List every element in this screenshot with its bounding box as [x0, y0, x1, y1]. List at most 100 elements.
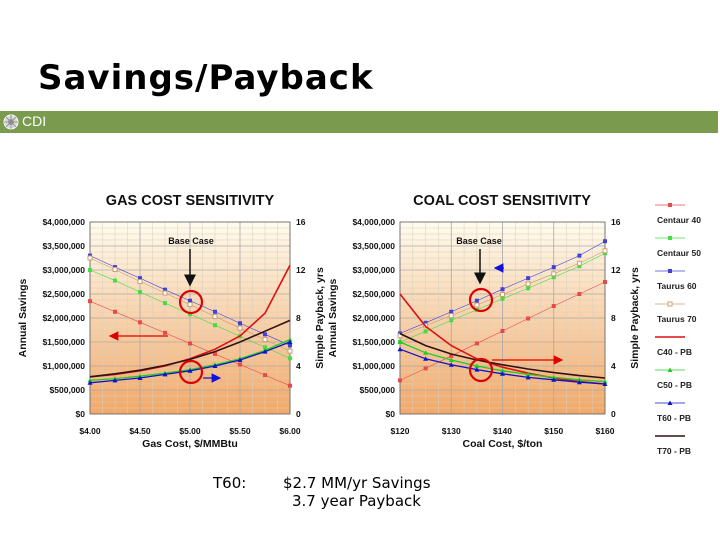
data-point [237, 325, 243, 331]
data-point [551, 265, 556, 270]
legend-swatch-marker [667, 301, 673, 307]
logo-text: CDI [22, 113, 47, 129]
series-t70-pb [89, 319, 291, 378]
data-point [423, 320, 428, 325]
highlight-circle-payback-coal [468, 357, 494, 383]
y-tick-label: $1,500,000 [352, 337, 395, 347]
base-case-label-coal: Base Case [456, 236, 502, 246]
legend-label: T60 - PB [657, 413, 691, 423]
y-tick-label: $3,000,000 [352, 265, 395, 275]
data-point [526, 316, 531, 321]
data-point [449, 309, 454, 314]
y-tick-label: $2,000,000 [352, 313, 395, 323]
data-point [262, 349, 268, 354]
data-point [603, 280, 607, 284]
data-point [137, 279, 143, 285]
chart-coal: COAL COST SENSITIVITY $0 $500,000 $1,000,00… [327, 193, 641, 450]
data-point [500, 368, 505, 373]
data-point [500, 371, 505, 376]
x-axis-label: Gas Cost, $/MMBtu [142, 438, 238, 450]
data-point [288, 343, 292, 348]
series-taurus-70 [87, 255, 293, 354]
data-point [576, 379, 582, 385]
data-point [397, 339, 403, 344]
y-axis-label: Annual Savings [327, 278, 339, 357]
annotations: Base Case Base Case [108, 236, 564, 385]
data-point [112, 377, 118, 383]
data-point [112, 267, 118, 273]
data-point [397, 346, 403, 352]
series-t70-pb [399, 332, 606, 379]
legend-entry-t70-pb: T70 - PB [655, 435, 691, 456]
legend: Centaur 40 Centaur 50 Taurus 60 Taurus 70 C4… [655, 203, 701, 456]
data-point [138, 276, 142, 281]
data-point [188, 298, 192, 303]
series-line [399, 293, 606, 385]
y-tick-label: $3,500,000 [352, 241, 395, 251]
series-t60-pb [397, 346, 608, 386]
highlight-circle-savings-gas [178, 289, 204, 315]
data-point [423, 356, 429, 361]
data-point [137, 375, 143, 380]
data-point [138, 320, 142, 325]
y2-tick-label: 8 [611, 313, 616, 323]
y2-tick-label: 4 [611, 361, 616, 371]
data-point [212, 363, 218, 368]
y-tick-label: $4,000,000 [352, 217, 395, 227]
data-point [288, 383, 292, 388]
y2-axis-label: Simple Payback, yrs [629, 267, 641, 369]
legend-label: Centaur 40 [657, 215, 701, 225]
highlight-circle-payback-gas [178, 359, 204, 385]
data-point [212, 314, 218, 320]
legend-entry-c40-pb: C40 - PB [655, 336, 692, 357]
data-point [113, 278, 117, 283]
data-point [87, 377, 93, 383]
data-point [551, 374, 557, 380]
legend-entry-centaur-40: Centaur 40 [655, 203, 701, 225]
data-point [287, 337, 293, 342]
legend-label: C40 - PB [657, 347, 692, 357]
data-point [448, 357, 454, 362]
x-tick-label: $6.00 [279, 426, 301, 436]
x-tick-label: $120 [391, 426, 410, 436]
data-point [500, 291, 505, 297]
data-point [551, 275, 556, 280]
legend-label: Centaur 50 [657, 248, 701, 258]
y2-tick-label: 0 [296, 409, 301, 419]
y-tick-label: $0 [76, 409, 86, 419]
series-c40-pb [399, 293, 606, 385]
y-tick-label: $1,500,000 [42, 337, 85, 347]
data-point [474, 341, 479, 346]
y2-tick-label: 0 [611, 409, 616, 419]
legend-label: Taurus 70 [657, 314, 697, 324]
series-centaur-40 [88, 299, 292, 388]
data-point [213, 323, 217, 328]
y-axis-label: Annual Savings [17, 278, 29, 357]
data-point [576, 377, 582, 382]
data-point [423, 350, 429, 355]
data-point [474, 302, 480, 308]
logo-icon [3, 114, 19, 130]
series-line [399, 332, 606, 379]
data-point [602, 248, 608, 254]
base-case-label-gas: Base Case [168, 236, 214, 246]
data-point [474, 367, 480, 372]
y-tick-label: $1,000,000 [42, 361, 85, 371]
data-point [474, 298, 479, 303]
plot-frame [399, 221, 606, 415]
data-point [213, 309, 217, 314]
data-point [187, 368, 193, 373]
data-point [551, 377, 557, 382]
chart-gas: GAS COST SENSITIVITY $0 $500,000 $1,000,000… [17, 193, 326, 450]
series-taurus-60 [88, 253, 292, 348]
highlight-circle-savings-coal [468, 287, 494, 313]
legend-label: T70 - PB [657, 446, 691, 456]
data-point [449, 353, 454, 358]
data-point [576, 260, 582, 266]
x-tick-label: $5.00 [179, 426, 201, 436]
legend-entry-centaur-50: Centaur 50 [655, 236, 701, 258]
data-point [237, 357, 243, 362]
plot-frame [89, 221, 291, 415]
y2-tick-label: 16 [296, 217, 306, 227]
